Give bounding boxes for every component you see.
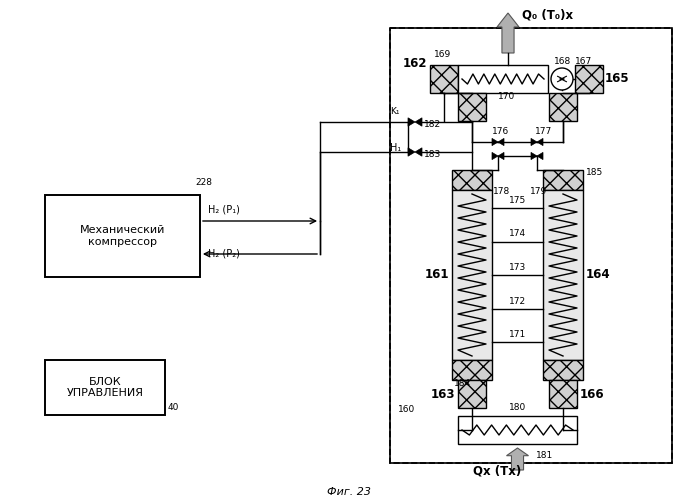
Polygon shape bbox=[415, 148, 422, 156]
Polygon shape bbox=[498, 138, 504, 145]
Polygon shape bbox=[492, 138, 498, 145]
Text: H₂ (P₁): H₂ (P₁) bbox=[208, 204, 240, 214]
Text: 176: 176 bbox=[492, 127, 510, 136]
Circle shape bbox=[551, 68, 573, 90]
Text: 165: 165 bbox=[605, 72, 630, 86]
Text: 183: 183 bbox=[424, 150, 441, 159]
Text: 163: 163 bbox=[431, 388, 455, 400]
Bar bbox=[458, 380, 486, 408]
Text: 170: 170 bbox=[498, 92, 515, 101]
Polygon shape bbox=[537, 152, 543, 160]
Text: 172: 172 bbox=[509, 296, 526, 306]
Polygon shape bbox=[408, 148, 415, 156]
Bar bbox=[458, 416, 577, 444]
Polygon shape bbox=[537, 138, 543, 145]
Bar bbox=[543, 170, 583, 190]
Text: 162: 162 bbox=[403, 57, 427, 70]
Text: K₁: K₁ bbox=[390, 107, 399, 116]
Text: 168: 168 bbox=[554, 57, 571, 66]
Text: Qх (Tх): Qх (Tх) bbox=[473, 465, 521, 478]
Bar bbox=[575, 65, 603, 93]
Text: H₁: H₁ bbox=[390, 143, 401, 153]
Polygon shape bbox=[415, 118, 422, 126]
Bar bbox=[390, 28, 672, 463]
Text: 160: 160 bbox=[398, 405, 415, 414]
Text: 182: 182 bbox=[424, 120, 441, 129]
Text: БЛОК
УПРАВЛЕНИЯ: БЛОК УПРАВЛЕНИЯ bbox=[66, 376, 144, 398]
Polygon shape bbox=[531, 138, 537, 145]
Polygon shape bbox=[531, 152, 537, 160]
Bar bbox=[543, 190, 583, 360]
Text: Q₀ (T₀)х: Q₀ (T₀)х bbox=[522, 8, 573, 21]
Bar bbox=[430, 65, 458, 93]
Text: 175: 175 bbox=[509, 196, 526, 205]
Text: 164: 164 bbox=[586, 268, 611, 281]
Text: 181: 181 bbox=[535, 451, 553, 460]
Bar bbox=[549, 380, 577, 408]
Bar bbox=[549, 93, 577, 121]
Text: 178: 178 bbox=[493, 187, 510, 196]
Text: 174: 174 bbox=[509, 230, 526, 238]
Text: 161: 161 bbox=[424, 268, 449, 281]
Bar bbox=[390, 28, 672, 463]
Text: 173: 173 bbox=[509, 263, 526, 272]
Text: 179: 179 bbox=[530, 187, 547, 196]
Bar bbox=[543, 360, 583, 380]
Bar bbox=[458, 93, 486, 121]
Text: 177: 177 bbox=[535, 127, 552, 136]
Text: Фиг. 23: Фиг. 23 bbox=[327, 487, 371, 497]
Polygon shape bbox=[408, 118, 415, 126]
Text: 184: 184 bbox=[454, 379, 471, 388]
FancyArrow shape bbox=[497, 13, 519, 53]
Polygon shape bbox=[492, 152, 498, 160]
Bar bbox=[452, 360, 492, 380]
Text: 228: 228 bbox=[195, 178, 212, 187]
FancyArrow shape bbox=[507, 448, 528, 470]
Text: 169: 169 bbox=[434, 50, 451, 59]
Bar bbox=[452, 170, 492, 190]
Text: H₂ (P₂): H₂ (P₂) bbox=[208, 248, 240, 258]
Bar bbox=[45, 360, 165, 415]
Polygon shape bbox=[498, 152, 504, 160]
Text: 40: 40 bbox=[168, 403, 179, 412]
Text: 180: 180 bbox=[509, 403, 526, 412]
Text: 166: 166 bbox=[580, 388, 604, 400]
Bar bbox=[458, 65, 548, 93]
Text: 171: 171 bbox=[509, 330, 526, 339]
Text: Механический
компрессор: Механический компрессор bbox=[80, 225, 165, 247]
Bar bbox=[452, 190, 492, 360]
Text: 185: 185 bbox=[586, 168, 603, 177]
Text: 167: 167 bbox=[575, 57, 592, 66]
Bar bbox=[45, 195, 200, 277]
